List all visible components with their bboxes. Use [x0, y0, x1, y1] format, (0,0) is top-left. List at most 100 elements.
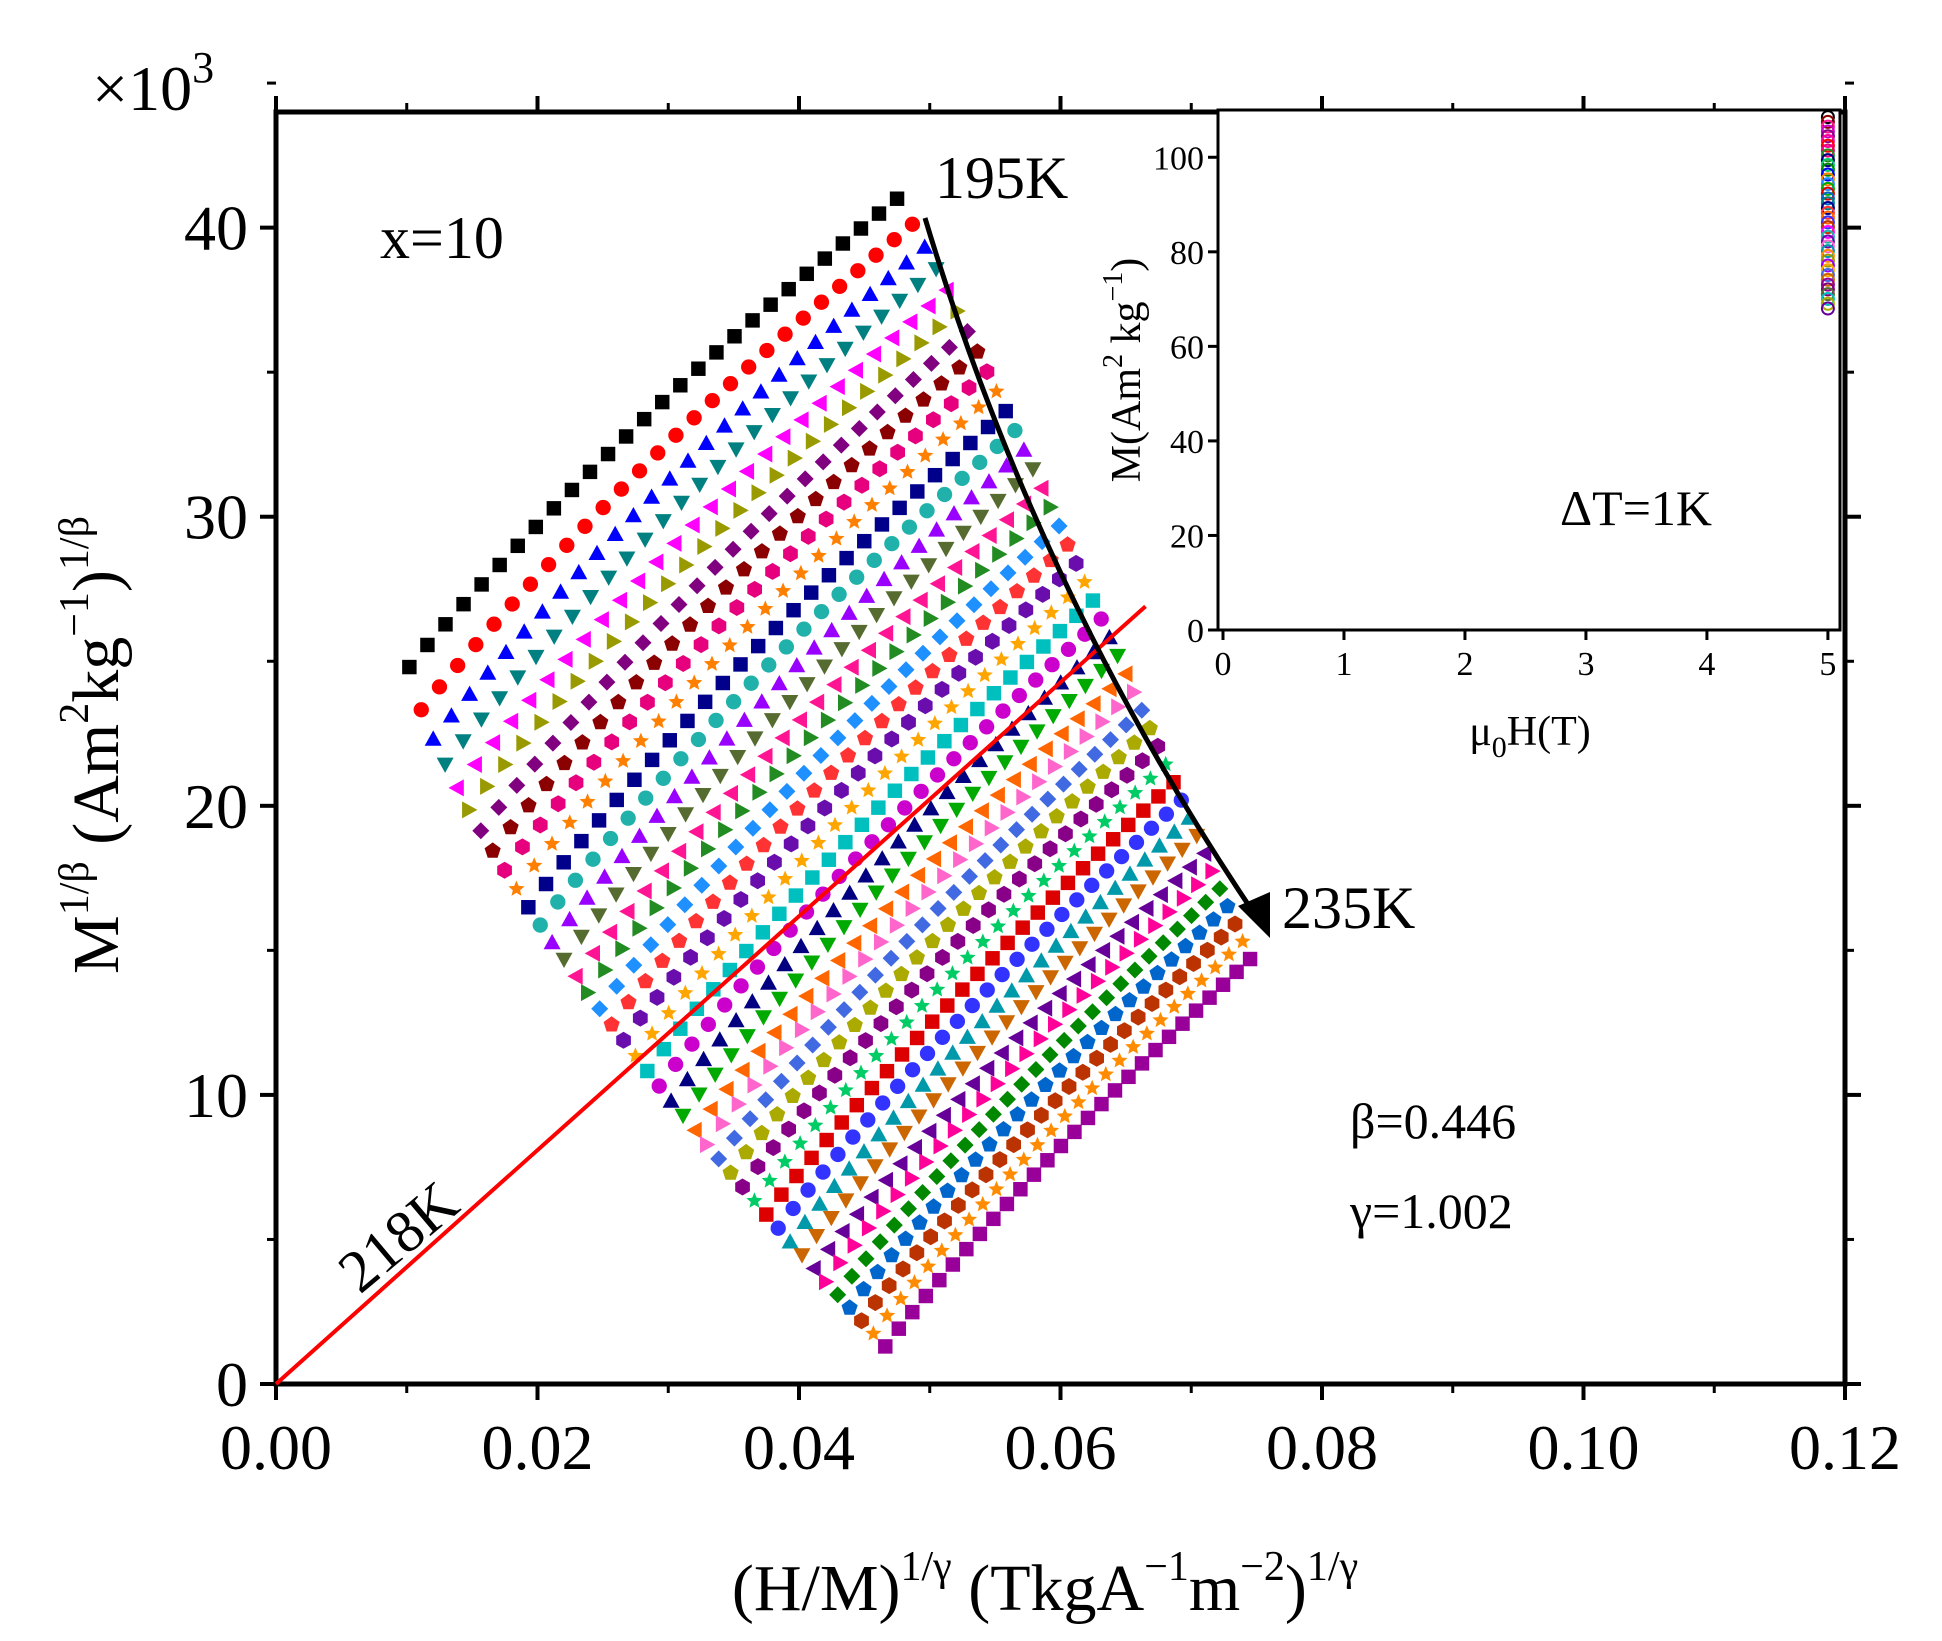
isotherm-point — [738, 1143, 755, 1160]
inset-end-point — [1820, 201, 1835, 216]
isotherm-point — [1121, 992, 1138, 1008]
isotherm-point — [910, 484, 925, 499]
isotherm-point — [805, 639, 823, 655]
isotherm-point — [492, 557, 507, 573]
isotherm-point — [788, 888, 804, 903]
isotherm-point — [763, 1057, 779, 1075]
isotherm-point — [1115, 898, 1133, 914]
isotherm-point — [897, 661, 915, 679]
isotherm-point — [834, 1223, 850, 1240]
isotherm-point — [738, 462, 755, 480]
isotherm-point — [808, 919, 826, 936]
isotherm-point — [1161, 1029, 1177, 1045]
isotherm-point — [1080, 956, 1096, 974]
isotherm-point — [1005, 771, 1021, 789]
isotherm-point — [941, 646, 958, 662]
isotherm-point — [886, 387, 904, 405]
isotherm-point — [631, 463, 648, 479]
isotherm-point — [832, 436, 850, 454]
isotherm-point — [640, 1063, 655, 1079]
isotherm-point — [546, 501, 562, 516]
isotherm-point — [750, 872, 765, 890]
isotherm-point — [1121, 1069, 1136, 1085]
isotherm-point — [953, 851, 969, 869]
isotherm-point — [964, 543, 980, 560]
isotherm-point — [1009, 635, 1027, 651]
isotherm-point — [889, 643, 905, 661]
isotherm-point — [1165, 823, 1183, 839]
isotherm-point — [680, 713, 695, 729]
isotherm-point — [1140, 947, 1158, 965]
isotherm-point — [568, 774, 584, 792]
isotherm-point — [480, 777, 496, 795]
isotherm-point — [642, 846, 660, 863]
isotherm-point — [557, 650, 573, 668]
isotherm-point — [666, 787, 683, 804]
isotherm-point — [697, 694, 713, 710]
isotherm-point — [910, 537, 928, 553]
isotherm-point — [642, 936, 660, 954]
isotherm-point — [615, 940, 631, 958]
gamma-label: γ=1.002 — [1349, 1183, 1513, 1239]
isotherm-point — [742, 522, 760, 540]
isotherm-point — [842, 1049, 858, 1067]
isotherm-point — [1168, 920, 1186, 938]
isotherm-point — [688, 577, 706, 595]
isotherm-point — [715, 1115, 732, 1133]
isotherm-point — [763, 408, 781, 424]
isotherm-point — [891, 293, 909, 309]
isotherm-point — [998, 511, 1014, 529]
isotherm-point — [515, 623, 533, 639]
isotherm-point — [847, 361, 863, 379]
isotherm-point — [1003, 982, 1021, 998]
isotherm-point — [570, 672, 586, 690]
isotherm-point — [1047, 1092, 1063, 1110]
isotherm-point — [1051, 985, 1067, 1002]
isotherm-point — [1027, 855, 1043, 873]
isotherm-point — [1162, 903, 1178, 921]
isotherm-point — [1017, 838, 1034, 854]
isotherm-point — [700, 1016, 716, 1033]
isotherm-point — [697, 434, 715, 450]
isotherm-point — [1085, 593, 1101, 608]
isotherm-point — [1034, 1106, 1049, 1124]
isotherm-point — [650, 712, 667, 729]
isotherm-point — [677, 807, 695, 823]
isotherm-point — [887, 783, 903, 798]
isotherm-point — [920, 750, 936, 765]
isotherm-point — [868, 403, 886, 421]
isotherm-point — [892, 500, 907, 516]
isotherm-point — [784, 1087, 801, 1103]
isotherm-point — [718, 821, 734, 839]
isotherm-point — [803, 729, 820, 747]
isotherm-point — [914, 644, 932, 662]
isotherm-point — [916, 238, 934, 254]
isotherm-point — [881, 1142, 899, 1158]
isotherm-point — [722, 376, 739, 392]
isotherm-point — [552, 583, 570, 599]
isotherm-point — [771, 525, 788, 541]
isotherm-point — [743, 907, 760, 923]
isotherm-point — [931, 628, 949, 646]
isotherm-point — [498, 756, 514, 773]
isotherm-point — [727, 926, 744, 942]
isotherm-point — [1151, 837, 1168, 853]
isotherm-point — [990, 917, 1007, 934]
isotherm-point — [556, 855, 571, 870]
isotherm-point — [746, 731, 764, 747]
isotherm-point — [597, 772, 614, 789]
isotherm-point — [624, 613, 641, 631]
isotherm-point — [884, 329, 900, 347]
isotherm-point — [901, 713, 916, 731]
isotherm-point — [700, 749, 718, 765]
isotherm-point — [655, 770, 671, 786]
isotherm-point — [772, 818, 789, 834]
inset-y-tick-label: 60 — [1170, 329, 1204, 366]
isotherm-point — [861, 917, 878, 935]
inset-end-point — [1820, 263, 1835, 278]
isotherm-point — [953, 717, 969, 733]
isotherm-point — [892, 1155, 908, 1173]
isotherm-point — [561, 814, 578, 830]
isotherm-point — [1007, 422, 1023, 439]
isotherm-point — [871, 206, 887, 221]
